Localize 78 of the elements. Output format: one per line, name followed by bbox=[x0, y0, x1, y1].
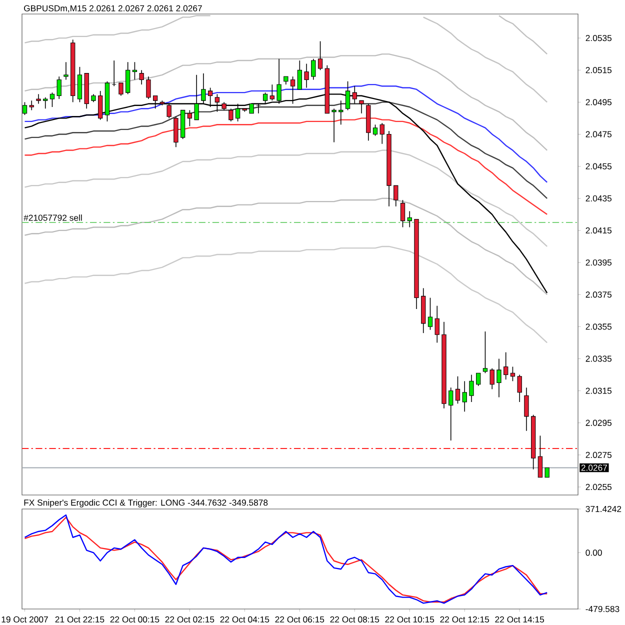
y-tick-label: 0.00 bbox=[586, 550, 602, 556]
candlestick bbox=[64, 62, 68, 80]
y-tick-label: 2.0475 bbox=[586, 131, 612, 138]
y-tick-label: 371.4242 bbox=[586, 506, 622, 512]
x-tick-label: 22 Oct 10:15 bbox=[385, 616, 434, 623]
candlestick bbox=[496, 358, 502, 398]
candlestick bbox=[29, 100, 34, 111]
candlestick bbox=[490, 368, 494, 390]
y-tick-label: -479.583 bbox=[586, 606, 620, 612]
y-tick-label: 2.0515 bbox=[586, 67, 612, 74]
candlestick bbox=[544, 467, 550, 478]
candlestick bbox=[482, 331, 488, 374]
x-tick-label: 19 Oct 2007 bbox=[2, 616, 48, 623]
candlestick bbox=[332, 108, 336, 143]
candlestick bbox=[510, 366, 516, 382]
y-tick-label: 2.0335 bbox=[586, 356, 612, 362]
chart-title: GBPUSDm,M15 2.0261 2.0267 2.0261 2.0267 bbox=[24, 5, 202, 12]
chart-title: FX Sniper's Ergodic CCI & Trigger: LONG -344.7632 -349.5878 bbox=[24, 499, 268, 508]
candlestick bbox=[476, 372, 481, 386]
candlestick bbox=[338, 100, 344, 126]
candlestick bbox=[146, 76, 151, 100]
candlestick bbox=[132, 62, 138, 80]
candlestick bbox=[455, 376, 460, 404]
y-tick-label: 2.0255 bbox=[586, 484, 612, 490]
candlestick bbox=[139, 70, 144, 85]
ref-line-label: 2.0267 bbox=[581, 464, 607, 471]
y-tick-label: 2.0315 bbox=[586, 388, 612, 394]
y-tick-label: 2.0435 bbox=[586, 195, 612, 202]
candlestick bbox=[43, 96, 48, 109]
x-tick-label: 22 Oct 06:15 bbox=[275, 616, 324, 623]
candlestick bbox=[126, 62, 130, 95]
candlestick bbox=[380, 122, 384, 144]
candlestick bbox=[372, 124, 378, 136]
x-tick-label: 22 Oct 14:15 bbox=[495, 616, 544, 623]
candlestick bbox=[50, 92, 55, 108]
y-tick-label: 2.0275 bbox=[586, 452, 612, 458]
y-tick-label: 2.0295 bbox=[586, 420, 612, 426]
y-tick-label: 2.0535 bbox=[586, 34, 612, 42]
y-tick-label: 2.0415 bbox=[586, 227, 612, 234]
candlestick bbox=[318, 40, 323, 71]
candlestick bbox=[359, 100, 364, 114]
x-tick-label: 22 Oct 02:15 bbox=[165, 616, 214, 623]
candlestick bbox=[448, 387, 454, 441]
candlestick bbox=[517, 374, 522, 402]
candlestick bbox=[400, 200, 406, 228]
candlestick bbox=[462, 380, 467, 412]
y-tick-label: 2.0355 bbox=[586, 324, 612, 330]
line-series bbox=[498, 15, 548, 55]
x-tick-label: 22 Oct 12:15 bbox=[440, 616, 490, 623]
candlestick bbox=[394, 185, 398, 207]
ref-line-label: #21057792 sell bbox=[24, 214, 82, 221]
candlestick bbox=[469, 374, 474, 402]
candlestick bbox=[22, 102, 28, 116]
candlestick bbox=[36, 94, 41, 104]
candlestick bbox=[228, 108, 234, 122]
candlestick bbox=[118, 82, 124, 96]
x-tick-label: 22 Oct 04:15 bbox=[220, 616, 270, 623]
candlestick bbox=[311, 58, 316, 80]
y-tick-label: 2.0395 bbox=[586, 259, 612, 266]
candlestick bbox=[166, 103, 172, 119]
candlestick bbox=[538, 435, 543, 478]
candlestick bbox=[407, 210, 412, 228]
candlestick bbox=[428, 297, 433, 330]
candlestick bbox=[56, 76, 62, 100]
candlestick bbox=[249, 103, 254, 114]
candlestick bbox=[504, 352, 508, 380]
y-tick-label: 2.0495 bbox=[586, 99, 612, 106]
y-tick-label: 2.0375 bbox=[586, 292, 612, 298]
x-tick-label: 22 Oct 00:15 bbox=[110, 616, 160, 623]
y-tick-label: 2.0455 bbox=[586, 163, 612, 170]
candlestick bbox=[187, 110, 192, 127]
candlestick bbox=[304, 63, 309, 88]
x-tick-label: 21 Oct 22:15 bbox=[55, 616, 104, 623]
candlestick bbox=[434, 305, 440, 344]
x-tick-label: 22 Oct 08:15 bbox=[330, 616, 380, 623]
candlestick bbox=[524, 387, 529, 432]
candlestick bbox=[235, 103, 240, 122]
candlestick bbox=[297, 60, 302, 90]
